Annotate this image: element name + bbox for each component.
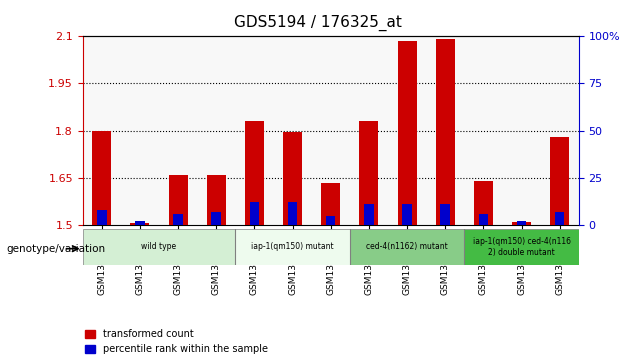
- Bar: [474, 181, 493, 225]
- Bar: [321, 183, 340, 225]
- Bar: [403, 204, 412, 225]
- Bar: [135, 221, 145, 225]
- Bar: [436, 40, 455, 225]
- FancyBboxPatch shape: [350, 229, 464, 265]
- FancyBboxPatch shape: [464, 229, 579, 265]
- Bar: [350, 36, 464, 225]
- FancyBboxPatch shape: [83, 229, 235, 265]
- Bar: [555, 212, 565, 225]
- Bar: [130, 224, 149, 225]
- Text: ced-4(n1162) mutant: ced-4(n1162) mutant: [366, 242, 448, 251]
- Bar: [169, 175, 188, 225]
- Bar: [288, 203, 298, 225]
- Legend: transformed count, percentile rank within the sample: transformed count, percentile rank withi…: [81, 326, 272, 358]
- Bar: [245, 121, 264, 225]
- Bar: [517, 221, 527, 225]
- Bar: [550, 137, 569, 225]
- Text: wild type: wild type: [141, 242, 177, 251]
- FancyBboxPatch shape: [235, 229, 350, 265]
- Bar: [92, 131, 111, 225]
- Bar: [364, 204, 374, 225]
- Bar: [440, 204, 450, 225]
- Text: GDS5194 / 176325_at: GDS5194 / 176325_at: [234, 15, 402, 31]
- Bar: [398, 41, 417, 225]
- Bar: [283, 132, 302, 225]
- Bar: [235, 36, 350, 225]
- Bar: [173, 214, 183, 225]
- Text: iap-1(qm150) ced-4(n116
2) double mutant: iap-1(qm150) ced-4(n116 2) double mutant: [473, 237, 570, 257]
- Bar: [249, 203, 259, 225]
- Bar: [212, 212, 221, 225]
- Text: iap-1(qm150) mutant: iap-1(qm150) mutant: [251, 242, 334, 251]
- Text: genotype/variation: genotype/variation: [6, 244, 106, 254]
- Bar: [97, 210, 107, 225]
- Bar: [359, 121, 378, 225]
- Bar: [83, 36, 235, 225]
- Bar: [464, 36, 579, 225]
- Bar: [512, 222, 531, 225]
- Bar: [207, 175, 226, 225]
- Bar: [326, 216, 336, 225]
- Bar: [479, 214, 488, 225]
